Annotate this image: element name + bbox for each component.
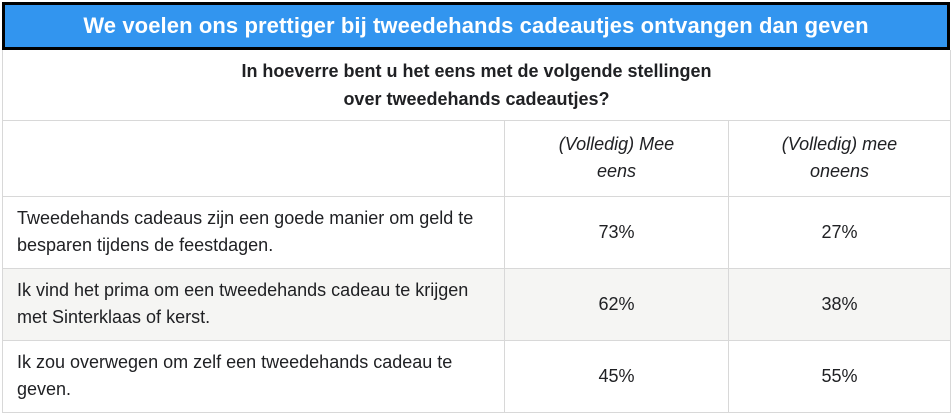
disagree-value: 38% <box>728 267 951 341</box>
table-row: Ik zou overwegen om zelf een tweedehands… <box>2 339 951 413</box>
agree-value: 73% <box>504 195 729 269</box>
disagree-value: 55% <box>728 339 951 413</box>
disagree-value: 27% <box>728 195 951 269</box>
statement-text: Ik zou overwegen om zelf een tweedehands… <box>2 339 505 413</box>
survey-question-line-1: In hoeverre bent u het eens met de volge… <box>241 60 712 81</box>
column-header-disagree: (Volledig) mee oneens <box>728 119 951 197</box>
column-header-agree: (Volledig) Mee eens <box>504 119 729 197</box>
survey-question-line-2: over tweedehands cadeautjes? <box>343 88 610 109</box>
agree-value: 62% <box>504 267 729 341</box>
statement-text: Ik vind het prima om een tweedehands cad… <box>2 267 505 341</box>
column-header-empty <box>2 119 505 197</box>
survey-question: In hoeverre bent u het eens met de volge… <box>2 50 951 121</box>
column-header-row: (Volledig) Mee eens (Volledig) mee oneen… <box>2 119 951 197</box>
table-row: Ik vind het prima om een tweedehands cad… <box>2 267 951 341</box>
page-title: We voelen ons prettiger bij tweedehands … <box>83 13 869 38</box>
title-banner: We voelen ons prettiger bij tweedehands … <box>2 2 950 50</box>
statement-text: Tweedehands cadeaus zijn een goede manie… <box>2 195 505 269</box>
survey-results-table: In hoeverre bent u het eens met de volge… <box>2 50 951 413</box>
subtitle-row: In hoeverre bent u het eens met de volge… <box>2 50 951 121</box>
agree-value: 45% <box>504 339 729 413</box>
table-row: Tweedehands cadeaus zijn een goede manie… <box>2 195 951 269</box>
